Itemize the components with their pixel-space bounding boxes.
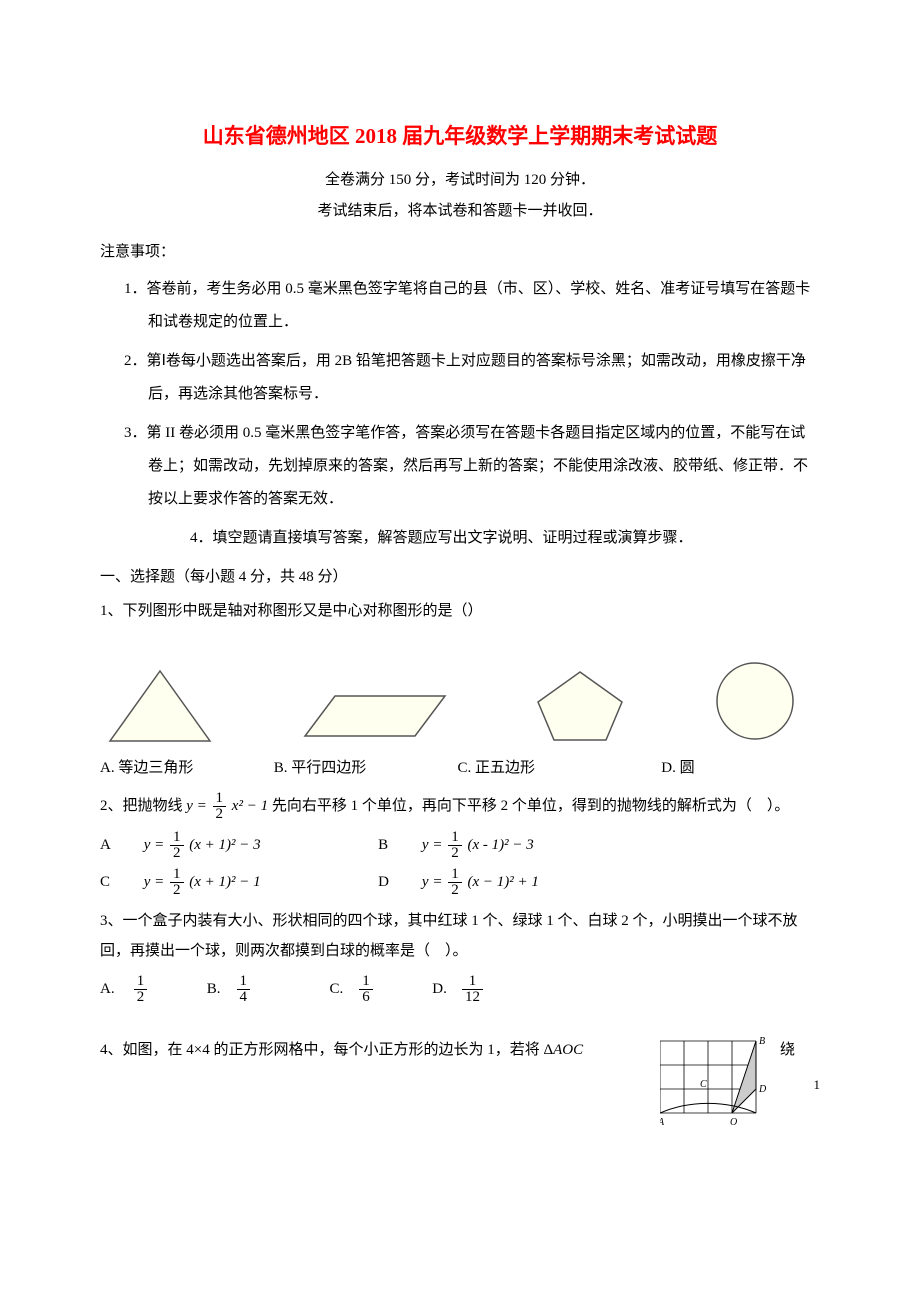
notice-item-1: 1．答卷前，考生务必用 0.5 毫米黑色签字笔将自己的县（市、区）、学校、姓名、… xyxy=(100,273,820,339)
exam-meta-line-2: 考试结束后，将本试卷和答题卡一并收回． xyxy=(100,199,820,220)
q3-frac-c: 16 xyxy=(359,974,373,1005)
exam-title: 山东省德州地区 2018 届九年级数学上学期期末考试试题 xyxy=(100,120,820,150)
grid-figure: A O B C D xyxy=(660,1029,780,1129)
exam-meta-line-1: 全卷满分 150 分，考试时间为 120 分钟． xyxy=(100,168,820,189)
q3-frac-d: 112 xyxy=(462,974,483,1005)
fraction-half: 1 2 xyxy=(213,791,227,822)
page-number: 1 xyxy=(814,1077,821,1093)
notice-item-4: 4．填空题请直接填写答案，解答题应写出文字说明、证明过程或演算步骤． xyxy=(100,522,820,555)
svg-text:O: O xyxy=(730,1117,737,1128)
svg-text:A: A xyxy=(660,1117,665,1128)
q1-option-b: B. 平行四边形 xyxy=(274,756,454,777)
notice-item-3: 3．第 II 卷必须用 0.5 毫米黑色签字笔作答，答案必须写在答题卡各题目指定… xyxy=(100,417,820,516)
q2-expr-b: (x - 1)² − 3 xyxy=(467,837,533,853)
q2-expr-a: (x + 1)² − 3 xyxy=(189,837,260,853)
q3-opt-a-label: A. xyxy=(100,981,128,998)
q3-opt-c-label: C. xyxy=(330,981,354,998)
q2-x2-minus-1: x² − 1 xyxy=(232,798,268,814)
q2-opt-d-label: D xyxy=(378,874,418,891)
notice-heading: 注意事项： xyxy=(100,240,820,261)
question-3-options: A. 12 B. 14 C. 16 D. 112 xyxy=(100,974,820,1005)
svg-text:C: C xyxy=(700,1079,707,1090)
q2-opt-c-label: C xyxy=(100,874,140,891)
circle-icon xyxy=(710,656,800,746)
q3-frac-a: 12 xyxy=(134,974,148,1005)
notice-item-2: 2．第Ⅰ卷每小题选出答案后，用 2B 铅笔把答题卡上对应题目的答案标号涂黑；如需… xyxy=(100,345,820,411)
svg-text:D: D xyxy=(758,1084,767,1095)
q2-mid: 先向右平移 1 个单位，再向下平移 2 个单位，得到的抛物线的解析式为（ ）。 xyxy=(272,798,790,814)
q3-opt-b-label: B. xyxy=(207,981,231,998)
question-3-text: 3、一个盒子内装有大小、形状相同的四个球，其中红球 1 个、绿球 1 个、白球 … xyxy=(100,906,820,966)
section-1-heading: 一、选择题（每小题 4 分，共 48 分） xyxy=(100,565,820,586)
question-2-row-ab: A y = 12 (x + 1)² − 3 B y = 12 (x - 1)² … xyxy=(100,830,820,861)
q3-opt-d-label: D. xyxy=(432,981,456,998)
q2-opt-b-label: B xyxy=(378,837,418,854)
q2-lead: 2、把抛物线 xyxy=(100,798,186,814)
question-2-row-cd: C y = 12 (x + 1)² − 1 D y = 12 (x − 1)² … xyxy=(100,867,820,898)
parallelogram-icon xyxy=(300,686,450,746)
q1-option-d: D. 圆 xyxy=(661,756,694,777)
question-1-shapes xyxy=(100,656,820,746)
q3-frac-b: 14 xyxy=(237,974,251,1005)
pentagon-icon xyxy=(530,666,630,746)
q1-option-c: C. 正五边形 xyxy=(458,756,658,777)
q2-expr-c: (x + 1)² − 1 xyxy=(189,874,260,890)
q2-y-eq: y = xyxy=(186,798,207,814)
question-1-options: A. 等边三角形 B. 平行四边形 C. 正五边形 D. 圆 xyxy=(100,756,820,777)
q2-expr-d: (x − 1)² + 1 xyxy=(467,874,538,890)
q1-option-a: A. 等边三角形 xyxy=(100,756,270,777)
question-2-text: 2、把抛物线 y = 1 2 x² − 1 先向右平移 1 个单位，再向下平移 … xyxy=(100,791,820,822)
triangle-icon xyxy=(100,666,220,746)
q2-opt-a-label: A xyxy=(100,837,140,854)
question-1-text: 1、下列图形中既是轴对称图形又是中心对称图形的是（） xyxy=(100,596,820,626)
svg-text:B: B xyxy=(759,1036,765,1047)
question-4: 4、如图，在 4×4 的正方形网格中，每个小正方形的边长为 1，若将 ΔAOC … xyxy=(100,1035,820,1065)
